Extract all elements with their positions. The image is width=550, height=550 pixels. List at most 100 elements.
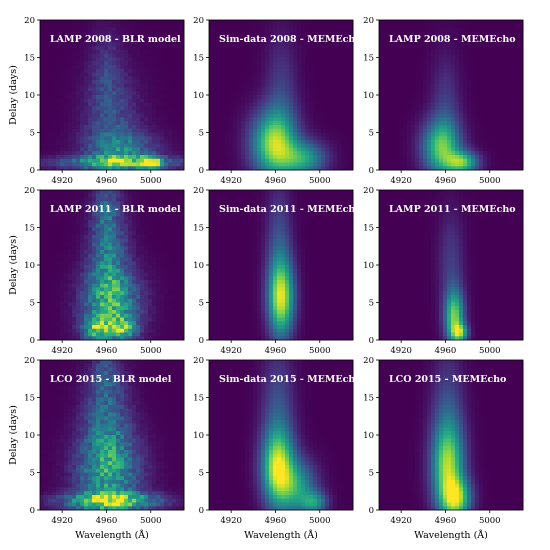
heatmap-cell [439, 128, 444, 133]
heatmap-cell [395, 162, 400, 167]
heatmap-cell [40, 72, 45, 77]
heatmap-cell [249, 132, 254, 137]
heatmap-cell [116, 147, 121, 152]
heatmap-cell [213, 76, 218, 81]
heatmap-cell [261, 50, 266, 55]
heatmap-cell [92, 201, 97, 206]
y-tick-label: 10 [193, 91, 204, 101]
heatmap-cell [511, 128, 516, 133]
heatmap-cell [88, 83, 93, 88]
heatmap-cell [128, 31, 133, 36]
heatmap-cell [439, 162, 444, 167]
heatmap-cell [399, 27, 404, 32]
heatmap-cell [100, 136, 105, 141]
heatmap-cell [305, 53, 310, 58]
heatmap-cell [80, 106, 85, 111]
heatmap-cell [289, 38, 294, 43]
heatmap-cell [112, 136, 117, 141]
heatmap-cell [116, 151, 121, 156]
heatmap-cell [313, 87, 318, 92]
heatmap-cell [96, 223, 101, 228]
heatmap-cell [321, 38, 326, 43]
heatmap-cell [321, 140, 326, 145]
heatmap-cell [48, 20, 53, 25]
heatmap-cell [455, 76, 460, 81]
heatmap-cell [333, 128, 338, 133]
heatmap-cell [56, 147, 61, 152]
heatmap-cell [152, 238, 157, 243]
heatmap-cell [221, 98, 226, 103]
heatmap-cell [48, 31, 53, 36]
heatmap-cell [60, 151, 65, 156]
heatmap-cell [337, 166, 342, 171]
heatmap-cell [100, 106, 105, 111]
heatmap-cell [76, 132, 81, 137]
heatmap-cell [60, 80, 65, 85]
heatmap-cell [76, 121, 81, 126]
heatmap-cell [447, 42, 452, 47]
heatmap-cell [261, 87, 266, 92]
heatmap-cell [104, 166, 109, 171]
heatmap-cell [104, 76, 109, 81]
heatmap-cell [180, 65, 185, 70]
heatmap-cell [112, 235, 117, 240]
heatmap-cell [395, 76, 400, 81]
heatmap-cell [148, 250, 153, 255]
heatmap-cell [48, 132, 53, 137]
heatmap-cell [112, 238, 117, 243]
heatmap-cell [100, 110, 105, 115]
heatmap-cell [281, 158, 286, 163]
heatmap-cell [104, 193, 109, 198]
heatmap-cell [321, 76, 326, 81]
heatmap-cell [120, 121, 125, 126]
heatmap-cell [301, 117, 306, 122]
heatmap-cell [48, 235, 53, 240]
heatmap-cell [253, 61, 258, 66]
heatmap-cell [407, 42, 412, 47]
heatmap-cell [507, 151, 512, 156]
heatmap-cell [225, 106, 230, 111]
heatmap-cell [487, 38, 492, 43]
heatmap-cell [116, 143, 121, 148]
heatmap-cell [116, 38, 121, 43]
heatmap-cell [379, 20, 384, 25]
heatmap-cell [451, 117, 456, 122]
heatmap-cell [487, 128, 492, 133]
heatmap-cell [120, 80, 125, 85]
heatmap-cell [152, 193, 157, 198]
heatmap-cell [116, 212, 121, 217]
heatmap-cell [52, 155, 57, 160]
heatmap-cell [60, 231, 65, 236]
heatmap-cell [160, 117, 165, 122]
heatmap-cell [104, 80, 109, 85]
heatmap-cell [64, 136, 69, 141]
heatmap-cell [345, 76, 350, 81]
heatmap-cell [483, 91, 488, 96]
heatmap-cell [112, 91, 117, 96]
heatmap-cell [52, 223, 57, 228]
heatmap-cell [120, 205, 125, 210]
heatmap-cell [40, 65, 45, 70]
heatmap-cell [237, 72, 242, 77]
heatmap-cell [341, 147, 346, 152]
heatmap-cell [423, 155, 428, 160]
heatmap-cell [56, 238, 61, 243]
heatmap-cell [383, 128, 388, 133]
heatmap-cell [48, 253, 53, 258]
heatmap-cell [471, 87, 476, 92]
heatmap-cell [152, 151, 157, 156]
heatmap-cell [152, 155, 157, 160]
heatmap-cell [124, 68, 129, 73]
heatmap-cell [475, 143, 480, 148]
heatmap-cell [329, 31, 334, 36]
heatmap-cell [467, 132, 472, 137]
heatmap-cell [341, 68, 346, 73]
heatmap-cell [261, 42, 266, 47]
heatmap-cell [156, 102, 161, 107]
heatmap-cell [217, 102, 222, 107]
heatmap-cell [495, 53, 500, 58]
heatmap-cell [180, 208, 185, 213]
heatmap-cell [277, 166, 282, 171]
heatmap-cell [487, 23, 492, 28]
heatmap-cell [92, 102, 97, 107]
